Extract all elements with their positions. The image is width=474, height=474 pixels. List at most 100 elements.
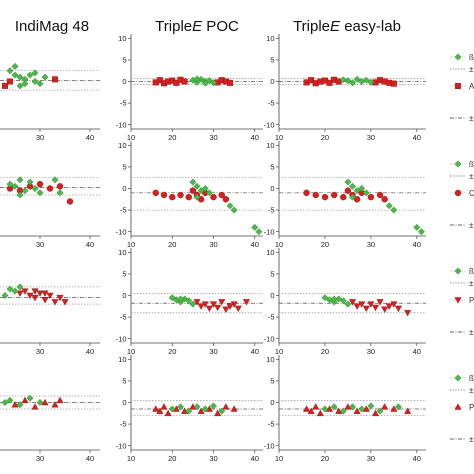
data-point-red <box>362 305 370 313</box>
y-tick-label: -10 <box>116 120 127 129</box>
y-tick-label: 0 <box>270 291 274 300</box>
x-tick-label: 40 <box>413 133 421 142</box>
data-point-green <box>11 182 19 190</box>
data-point-red <box>348 299 357 306</box>
data-point-red <box>307 407 315 414</box>
data-point-green <box>6 285 14 293</box>
x-tick-label: 10 <box>127 240 135 249</box>
y-tick-label: -10 <box>264 334 275 343</box>
data-point-green <box>210 79 217 87</box>
data-point-red <box>367 301 375 308</box>
legend-marker-red <box>455 82 462 89</box>
legend-label-green: ß <box>469 267 474 276</box>
data-point-red <box>41 297 49 304</box>
data-point-red <box>218 191 225 199</box>
y-tick-label: 5 <box>270 377 274 386</box>
data-point-red <box>321 193 329 201</box>
data-point-red <box>6 78 13 85</box>
data-point-red <box>404 310 412 317</box>
x-tick-label: 30 <box>367 347 375 356</box>
x-tick-label: 20 <box>321 347 329 356</box>
y-tick-label: 5 <box>270 56 274 65</box>
data-point-red <box>326 79 333 86</box>
data-point-green <box>394 403 402 411</box>
data-point-red <box>181 78 188 85</box>
x-tick-label: 30 <box>209 347 217 356</box>
legend-label-limit: ± <box>469 65 474 74</box>
x-tick-label: 40 <box>413 347 421 356</box>
data-point-green <box>330 403 338 411</box>
y-tick-label: 5 <box>122 377 126 386</box>
data-point-green <box>339 407 347 415</box>
y-tick-label: -5 <box>268 420 275 429</box>
data-point-green <box>417 228 425 236</box>
y-tick-label: -5 <box>268 99 275 108</box>
data-point-red <box>51 401 59 408</box>
data-point-green <box>26 178 34 186</box>
data-point-green <box>189 178 197 186</box>
data-point-green <box>168 405 176 413</box>
panel-r1-c1: 30 40 <box>0 62 100 142</box>
x-tick-label: 20 <box>321 133 329 142</box>
data-point-red <box>31 403 39 410</box>
data-point-green <box>6 180 14 188</box>
y-tick-label: -5 <box>268 313 275 322</box>
data-point-red <box>358 301 366 308</box>
data-point-red <box>177 191 184 199</box>
data-point-red <box>2 82 8 89</box>
data-point-red <box>303 405 311 412</box>
x-tick-label: 20 <box>168 133 176 142</box>
data-point-red <box>41 398 49 406</box>
x-tick-label: 10 <box>275 347 283 356</box>
panel-r4-c1: 30 40 <box>0 394 100 463</box>
data-point-red <box>376 191 384 199</box>
legend-label-limit: ± <box>469 172 474 181</box>
data-point-green <box>385 202 393 210</box>
x-tick-label: 40 <box>413 454 421 463</box>
legend-marker-red <box>454 297 462 304</box>
x-tick-label: 20 <box>321 240 329 249</box>
data-point-green <box>11 287 19 295</box>
data-point-green <box>367 78 375 86</box>
y-tick-label: 0 <box>270 398 274 407</box>
legend-label-mean: ± <box>469 435 474 444</box>
y-tick-label: 10 <box>266 248 274 257</box>
legend-label-mean: ± <box>469 221 474 230</box>
data-point-red <box>41 290 49 297</box>
data-point-red <box>353 407 361 414</box>
data-point-green <box>349 193 356 201</box>
data-point-red <box>226 79 233 86</box>
data-point-green <box>201 79 209 87</box>
data-point-red <box>56 396 64 404</box>
data-point-red <box>214 409 222 417</box>
data-point-red <box>52 76 59 83</box>
x-tick-label: 40 <box>251 347 259 356</box>
legend-label-green: ß <box>469 160 474 169</box>
x-tick-label: 30 <box>36 454 44 463</box>
data-point-red <box>197 303 205 310</box>
y-tick-label: 10 <box>118 248 126 257</box>
data-point-red <box>185 193 192 201</box>
data-point-red <box>210 193 217 201</box>
data-point-red <box>218 299 226 306</box>
x-tick-label: 40 <box>86 133 94 142</box>
y-tick-label: -10 <box>116 227 127 236</box>
data-point-green <box>362 189 370 197</box>
y-tick-label: 0 <box>122 291 126 300</box>
legend-label-limit: ± <box>469 279 474 288</box>
data-point-red <box>390 405 398 412</box>
data-point-green <box>376 407 384 415</box>
data-point-green <box>26 394 34 402</box>
data-point-red <box>381 403 389 410</box>
data-point-red <box>56 183 64 190</box>
data-point-green <box>36 80 44 88</box>
data-point-green <box>16 283 24 291</box>
legend-label-green: ß <box>469 53 474 62</box>
y-tick-label: -5 <box>120 313 127 322</box>
data-point-green <box>1 399 9 406</box>
legend-label-green: ß <box>469 374 474 383</box>
legend-row-1: ß ± A ± <box>450 53 474 123</box>
